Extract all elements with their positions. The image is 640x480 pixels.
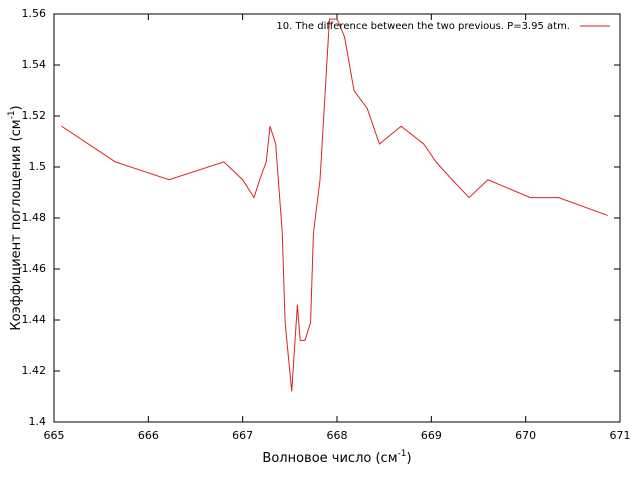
- x-tick-label: 668: [327, 429, 348, 442]
- x-tick-label: 671: [610, 429, 631, 442]
- x-axis-label-text: Волновое число (см: [262, 451, 397, 466]
- y-tick-label: 1.46: [22, 262, 47, 275]
- y-tick-label: 1.56: [22, 7, 47, 20]
- y-tick-label: 1.4: [29, 415, 47, 428]
- x-axis-label: Волновое число (см-1): [262, 449, 411, 466]
- y-axis-label: Коэффициент поглощения (см-1): [7, 105, 24, 330]
- x-tick-label: 670: [515, 429, 536, 442]
- x-tick-label: 665: [44, 429, 65, 442]
- y-tick-label: 1.5: [29, 160, 47, 173]
- legend-label: 10. The difference between the two previ…: [276, 21, 570, 32]
- data-line: [61, 18, 608, 392]
- x-tick-label: 669: [421, 429, 442, 442]
- y-axis-label-text: Коэффициент поглощения (см: [9, 119, 24, 330]
- y-tick-label: 1.48: [22, 211, 47, 224]
- y-tick-label: 1.44: [22, 313, 47, 326]
- x-axis-label-end: ): [406, 451, 411, 466]
- y-tick-label: 1.52: [22, 109, 47, 122]
- y-tick-label: 1.54: [22, 58, 47, 71]
- y-axis-label-sup: -1: [7, 110, 17, 119]
- y-axis-label-end: ): [9, 105, 24, 110]
- plot-frame: [53, 13, 621, 423]
- x-tick-label: 667: [232, 429, 253, 442]
- x-axis-label-sup: -1: [398, 449, 407, 459]
- x-tick-label: 666: [138, 429, 159, 442]
- y-tick-label: 1.42: [22, 364, 47, 377]
